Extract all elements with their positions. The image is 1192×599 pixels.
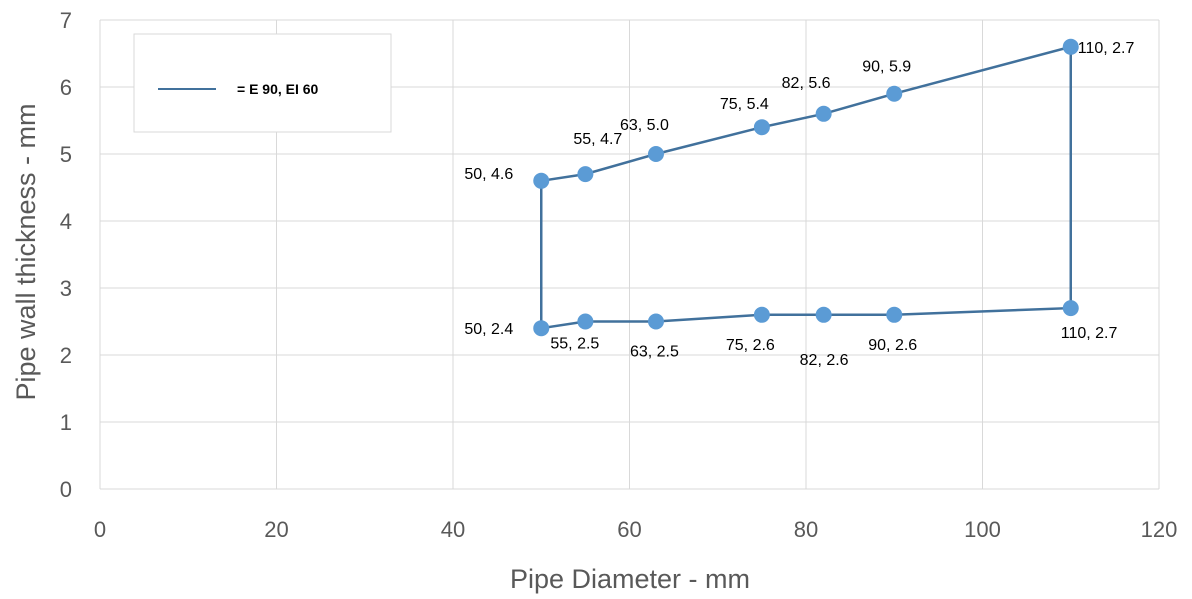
- y-tick-label: 0: [60, 477, 72, 502]
- data-label: 63, 5.0: [620, 117, 669, 134]
- data-point: [647, 146, 664, 162]
- x-tick-label: 120: [1141, 517, 1178, 542]
- y-tick-label: 3: [60, 276, 72, 301]
- data-labels: 50, 4.6 55, 4.763, 5.0 75, 5.4 82, 5.6 90, 5…: [464, 40, 1134, 369]
- data-label: 75, 5.4: [720, 96, 769, 113]
- data-label: 55, 4.7: [573, 131, 622, 148]
- data-label: 63, 2.5: [630, 344, 679, 361]
- data-label: 75, 2.6: [726, 337, 775, 354]
- data-point: [533, 320, 550, 337]
- data-point: [886, 85, 903, 102]
- legend-entry: = E 90, EI 60: [237, 81, 319, 97]
- data-label: 82, 5.6: [782, 75, 831, 92]
- data-point: [886, 306, 903, 323]
- x-tick-label: 0: [94, 517, 106, 542]
- x-tick-labels: 0 20 40 60 80 100 120: [94, 517, 1177, 542]
- x-tick-label: 40: [441, 517, 465, 542]
- data-label: 50, 4.6: [464, 166, 513, 183]
- data-label: 82, 2.6: [800, 352, 849, 369]
- series-layer: [533, 38, 1079, 337]
- y-tick-label: 7: [60, 8, 72, 33]
- gridlines: [99, 19, 1160, 490]
- y-tick-label: 5: [60, 142, 72, 167]
- data-label: 110, 2.7: [1061, 325, 1118, 342]
- data-label: 110, 2.7: [1078, 40, 1135, 57]
- data-point: [1062, 38, 1079, 55]
- x-tick-label: 80: [794, 517, 818, 542]
- data-label: 90, 2.6: [868, 337, 917, 354]
- data-point: [577, 313, 594, 330]
- data-label: 90, 5.9: [862, 59, 911, 76]
- data-point: [753, 306, 770, 323]
- y-tick-label: 4: [60, 209, 72, 234]
- x-axis-title: Pipe Diameter - mm: [510, 564, 750, 594]
- x-tick-label: 20: [264, 517, 288, 542]
- data-point: [533, 172, 550, 189]
- data-point: [815, 306, 832, 323]
- data-point: [815, 105, 832, 122]
- x-tick-label: 100: [964, 517, 1001, 542]
- y-tick-label: 1: [60, 410, 72, 435]
- data-point: [1062, 300, 1079, 317]
- data-label: 55, 2.5: [550, 336, 599, 353]
- data-label: 50, 2.4: [464, 321, 513, 338]
- data-point: [753, 119, 770, 136]
- y-tick-label: 2: [60, 343, 72, 368]
- legend-box: [133, 33, 392, 133]
- y-tick-label: 6: [60, 75, 72, 100]
- x-tick-label: 60: [617, 517, 641, 542]
- data-point: [647, 313, 664, 330]
- y-tick-labels: 0 1 2 3 4 5 6 7: [60, 8, 72, 502]
- data-point: [577, 166, 594, 183]
- legend: = E 90, EI 60: [133, 33, 392, 133]
- y-axis-title: Pipe wall thickness - mm: [11, 103, 41, 400]
